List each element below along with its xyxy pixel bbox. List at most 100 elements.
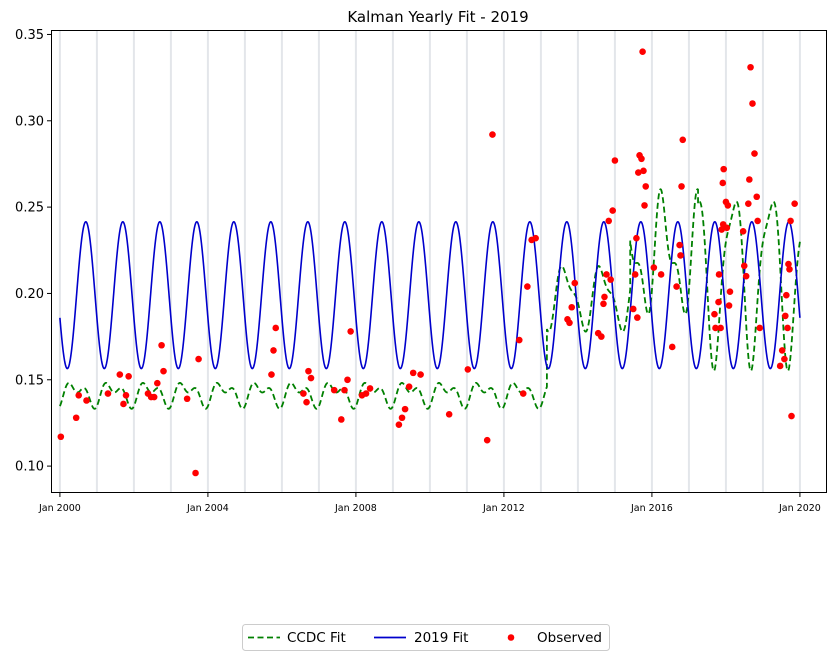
observed-point (717, 324, 724, 332)
observed-point (398, 414, 406, 422)
observed-point (300, 390, 307, 397)
observed-point (638, 155, 645, 163)
observed-point (784, 324, 791, 332)
observed-point (749, 100, 756, 107)
observed-point (718, 226, 725, 233)
observed-point (417, 371, 424, 378)
observed-point (781, 355, 788, 363)
x-tick-label: Jan 2016 (630, 503, 673, 514)
observed-point (677, 252, 684, 259)
x-tick-label: Jan 2000 (38, 503, 81, 514)
observed-point (785, 260, 792, 268)
observed-point (83, 397, 90, 404)
y-tick-label: 0.15 (15, 373, 44, 388)
observed-point (740, 262, 748, 270)
observed-point (160, 367, 167, 375)
observed-point (192, 469, 199, 477)
fit-2019-line (59, 220, 801, 370)
observed-point (634, 314, 641, 321)
observed-point (650, 264, 658, 271)
observed-point (724, 202, 732, 209)
x-tick-label: Jan 2012 (482, 503, 525, 514)
observed-point (712, 324, 719, 332)
chart-title: Kalman Yearly Fit - 2019 (347, 8, 528, 26)
plot-frame (51, 30, 827, 493)
legend-2019-fit-label: 2019 Fit (414, 630, 468, 646)
y-axis: 0.10 0.15 0.20 0.25 0.30 0.35 (15, 28, 52, 475)
observed-point (631, 271, 639, 278)
observed-point (719, 179, 727, 187)
observed-point (405, 383, 413, 390)
legend-ccdc-label: CCDC Fit (287, 630, 346, 646)
y-tick-label: 0.25 (15, 201, 44, 216)
observed-point (338, 416, 345, 423)
observed-point (747, 63, 754, 71)
x-tick-label: Jan 2020 (778, 503, 821, 514)
observed-point (519, 390, 527, 397)
observed-point (120, 400, 127, 408)
observed-point (347, 328, 354, 335)
observed-point (366, 385, 374, 392)
x-tick-label: Jan 2004 (186, 503, 229, 514)
legend: CCDC Fit 2019 Fit Observed (242, 624, 610, 651)
x-tick-label: Jan 2008 (334, 503, 377, 514)
observed-point (642, 183, 650, 190)
observed-point (629, 305, 637, 313)
observed-point (679, 136, 687, 144)
observed-point (568, 303, 576, 311)
observed-point (603, 271, 610, 278)
observed-point (639, 48, 646, 56)
observed-point (635, 169, 642, 176)
observed-point (524, 283, 531, 290)
observed-point (611, 157, 619, 164)
observed-point (776, 362, 784, 370)
observed-point (268, 371, 275, 378)
observed-point (725, 302, 733, 309)
observed-point (154, 379, 161, 387)
observed-point (756, 324, 764, 332)
observed-point (633, 234, 640, 242)
observed-point (751, 150, 758, 157)
series-layer (59, 188, 801, 410)
observed-point (445, 411, 453, 418)
observed-point (571, 279, 579, 287)
y-tick-label: 0.35 (15, 28, 44, 43)
legend-frame (242, 624, 610, 651)
observed-point (786, 265, 793, 273)
observed-point (641, 202, 648, 209)
observed-point (609, 207, 616, 214)
observed-point (668, 343, 676, 351)
observed-point (607, 276, 614, 283)
observed-point (601, 293, 608, 301)
observed-point (787, 217, 794, 225)
observed-point (673, 283, 680, 290)
observed-point (104, 390, 112, 397)
observed-point (598, 333, 605, 340)
observed-point (409, 369, 417, 377)
observed-point (566, 319, 573, 327)
observed-point (75, 392, 83, 399)
observed-point (723, 224, 731, 232)
vertical-grid (58, 31, 801, 492)
observed-point (715, 271, 723, 278)
y-tick-label: 0.30 (15, 114, 44, 129)
observed-point (307, 374, 315, 382)
observed-point (745, 200, 752, 207)
observed-point (122, 392, 130, 399)
observed-point (678, 183, 685, 190)
observed-point (341, 386, 348, 394)
observed-point (272, 324, 280, 332)
legend-observed-marker (507, 634, 515, 641)
observed-point (150, 393, 158, 401)
y-tick-label: 0.20 (15, 287, 44, 302)
observed-point (783, 291, 790, 299)
observed-point (640, 167, 647, 175)
observed-point (753, 193, 761, 201)
observed-point (726, 288, 734, 296)
observed-point (483, 436, 491, 444)
observed-point (303, 398, 310, 406)
observed-point (395, 421, 403, 428)
observed-point (742, 272, 750, 280)
observed-point (715, 298, 722, 306)
observed-point (305, 367, 312, 375)
